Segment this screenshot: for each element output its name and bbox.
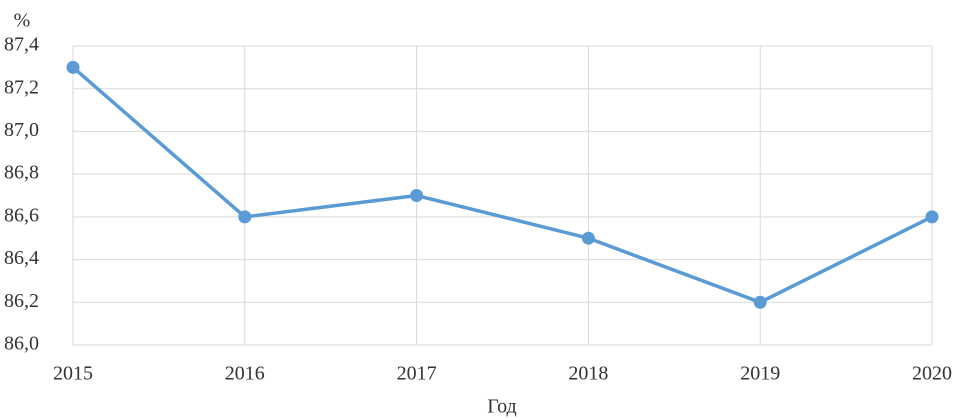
y-tick-label: 86,6 <box>4 204 39 226</box>
data-point <box>925 210 939 224</box>
y-tick-label: 86,2 <box>4 290 39 312</box>
x-tick-label: 2016 <box>225 363 265 385</box>
x-tick-label: 2019 <box>740 363 780 385</box>
x-tick-label: 2017 <box>397 363 437 385</box>
data-point <box>753 295 767 309</box>
data-point <box>410 189 424 202</box>
x-tick-label: 2018 <box>568 363 608 385</box>
data-point <box>581 231 595 245</box>
y-tick-label: 87,2 <box>4 76 39 98</box>
y-tick-label: 86,4 <box>4 247 39 269</box>
data-line <box>71 66 933 305</box>
y-axis-label: % <box>14 10 31 32</box>
data-point <box>238 210 252 224</box>
x-tick-label: 2015 <box>53 363 93 385</box>
data-point <box>66 60 80 74</box>
y-tick-label: 86,8 <box>4 162 39 184</box>
x-tick-label: 2020 <box>912 363 952 385</box>
x-axis-label: Год <box>487 396 516 418</box>
y-tick-label: 87,0 <box>4 119 39 141</box>
y-tick-label: 87,4 <box>4 34 39 56</box>
y-tick-label: 86,0 <box>4 333 39 355</box>
